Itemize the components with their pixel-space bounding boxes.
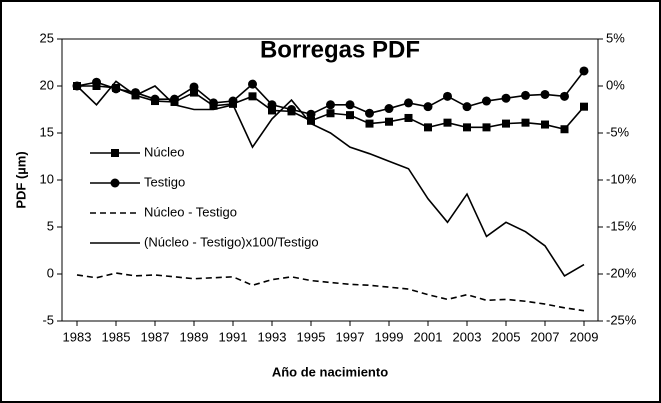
y2-tick-label: -25%: [606, 312, 637, 327]
legend-label: Núcleo - Testigo: [144, 204, 237, 219]
marker: [443, 118, 452, 127]
marker: [385, 117, 393, 126]
x-tick-label: 2003: [453, 329, 482, 344]
series-line: [76, 272, 585, 312]
marker: [482, 123, 491, 132]
y-tick-label: 10: [40, 171, 54, 186]
legend-label: Testigo: [144, 174, 185, 189]
y-tick-label: 25: [40, 30, 54, 45]
marker: [307, 116, 315, 125]
y2-tick-label: -10%: [606, 171, 637, 186]
chart-title: Borregas PDF: [260, 36, 420, 63]
x-tick-label: 1993: [258, 329, 287, 344]
y2-tick-label: -20%: [606, 265, 637, 280]
marker: [424, 123, 432, 132]
marker: [150, 94, 160, 104]
y2-tick-label: -5%: [606, 124, 630, 139]
y2-tick-label: 0%: [606, 77, 625, 92]
marker: [521, 118, 530, 127]
x-tick-label: 2005: [492, 329, 521, 344]
marker: [190, 88, 198, 97]
marker: [540, 89, 550, 99]
marker: [346, 111, 354, 120]
x-tick-label: 1995: [297, 329, 326, 344]
marker: [423, 102, 433, 112]
marker: [92, 77, 101, 87]
marker: [501, 93, 511, 103]
marker: [287, 105, 296, 114]
x-tick-label: 1983: [63, 329, 92, 344]
marker: [579, 66, 589, 76]
y-tick-label: 0: [47, 265, 54, 280]
legend-label: Núcleo: [144, 144, 184, 159]
x-tick-label: 2007: [531, 329, 560, 344]
marker: [111, 84, 121, 94]
legend-label: (Núcleo - Testigo)x100/Testigo: [144, 234, 319, 249]
y-tick-label: 5: [47, 218, 54, 233]
marker: [463, 123, 471, 132]
marker: [560, 125, 569, 134]
marker: [248, 79, 257, 89]
x-tick-label: 1997: [336, 329, 365, 344]
marker: [268, 106, 276, 115]
marker: [228, 96, 238, 106]
marker: [404, 98, 413, 108]
x-tick-label: 1985: [102, 329, 131, 344]
marker: [404, 113, 413, 122]
x-tick-label: 1989: [180, 329, 209, 344]
marker: [306, 109, 316, 119]
x-tick-label: 2001: [414, 329, 443, 344]
marker: [345, 100, 355, 110]
marker: [541, 120, 549, 129]
series-line: [76, 80, 585, 277]
x-tick-label: 2009: [570, 329, 599, 344]
x-tick-label: 1999: [375, 329, 404, 344]
marker: [365, 119, 374, 128]
marker: [502, 119, 510, 128]
y2-tick-label: -15%: [606, 218, 637, 233]
marker: [209, 98, 218, 108]
y-tick-label: 15: [40, 124, 54, 139]
marker: [365, 108, 374, 118]
marker: [384, 104, 394, 114]
x-axis-label: Año de nacimiento: [272, 364, 388, 379]
marker: [189, 82, 199, 92]
legend-marker: [110, 178, 120, 188]
marker: [560, 91, 569, 101]
x-tick-label: 1991: [219, 329, 248, 344]
marker: [326, 100, 335, 110]
y-tick-label: 20: [40, 77, 54, 92]
marker: [521, 90, 530, 100]
marker: [443, 91, 452, 101]
marker: [462, 102, 472, 112]
y-axis-label: PDF (µm): [13, 151, 28, 208]
marker: [170, 94, 179, 104]
y2-tick-label: 5%: [606, 30, 625, 45]
marker: [580, 102, 588, 111]
marker: [267, 100, 277, 110]
legend-marker: [111, 149, 119, 157]
marker: [326, 109, 335, 118]
marker: [248, 92, 257, 101]
marker: [482, 96, 491, 106]
y-tick-label: -5: [42, 312, 54, 327]
x-tick-label: 1987: [141, 329, 170, 344]
